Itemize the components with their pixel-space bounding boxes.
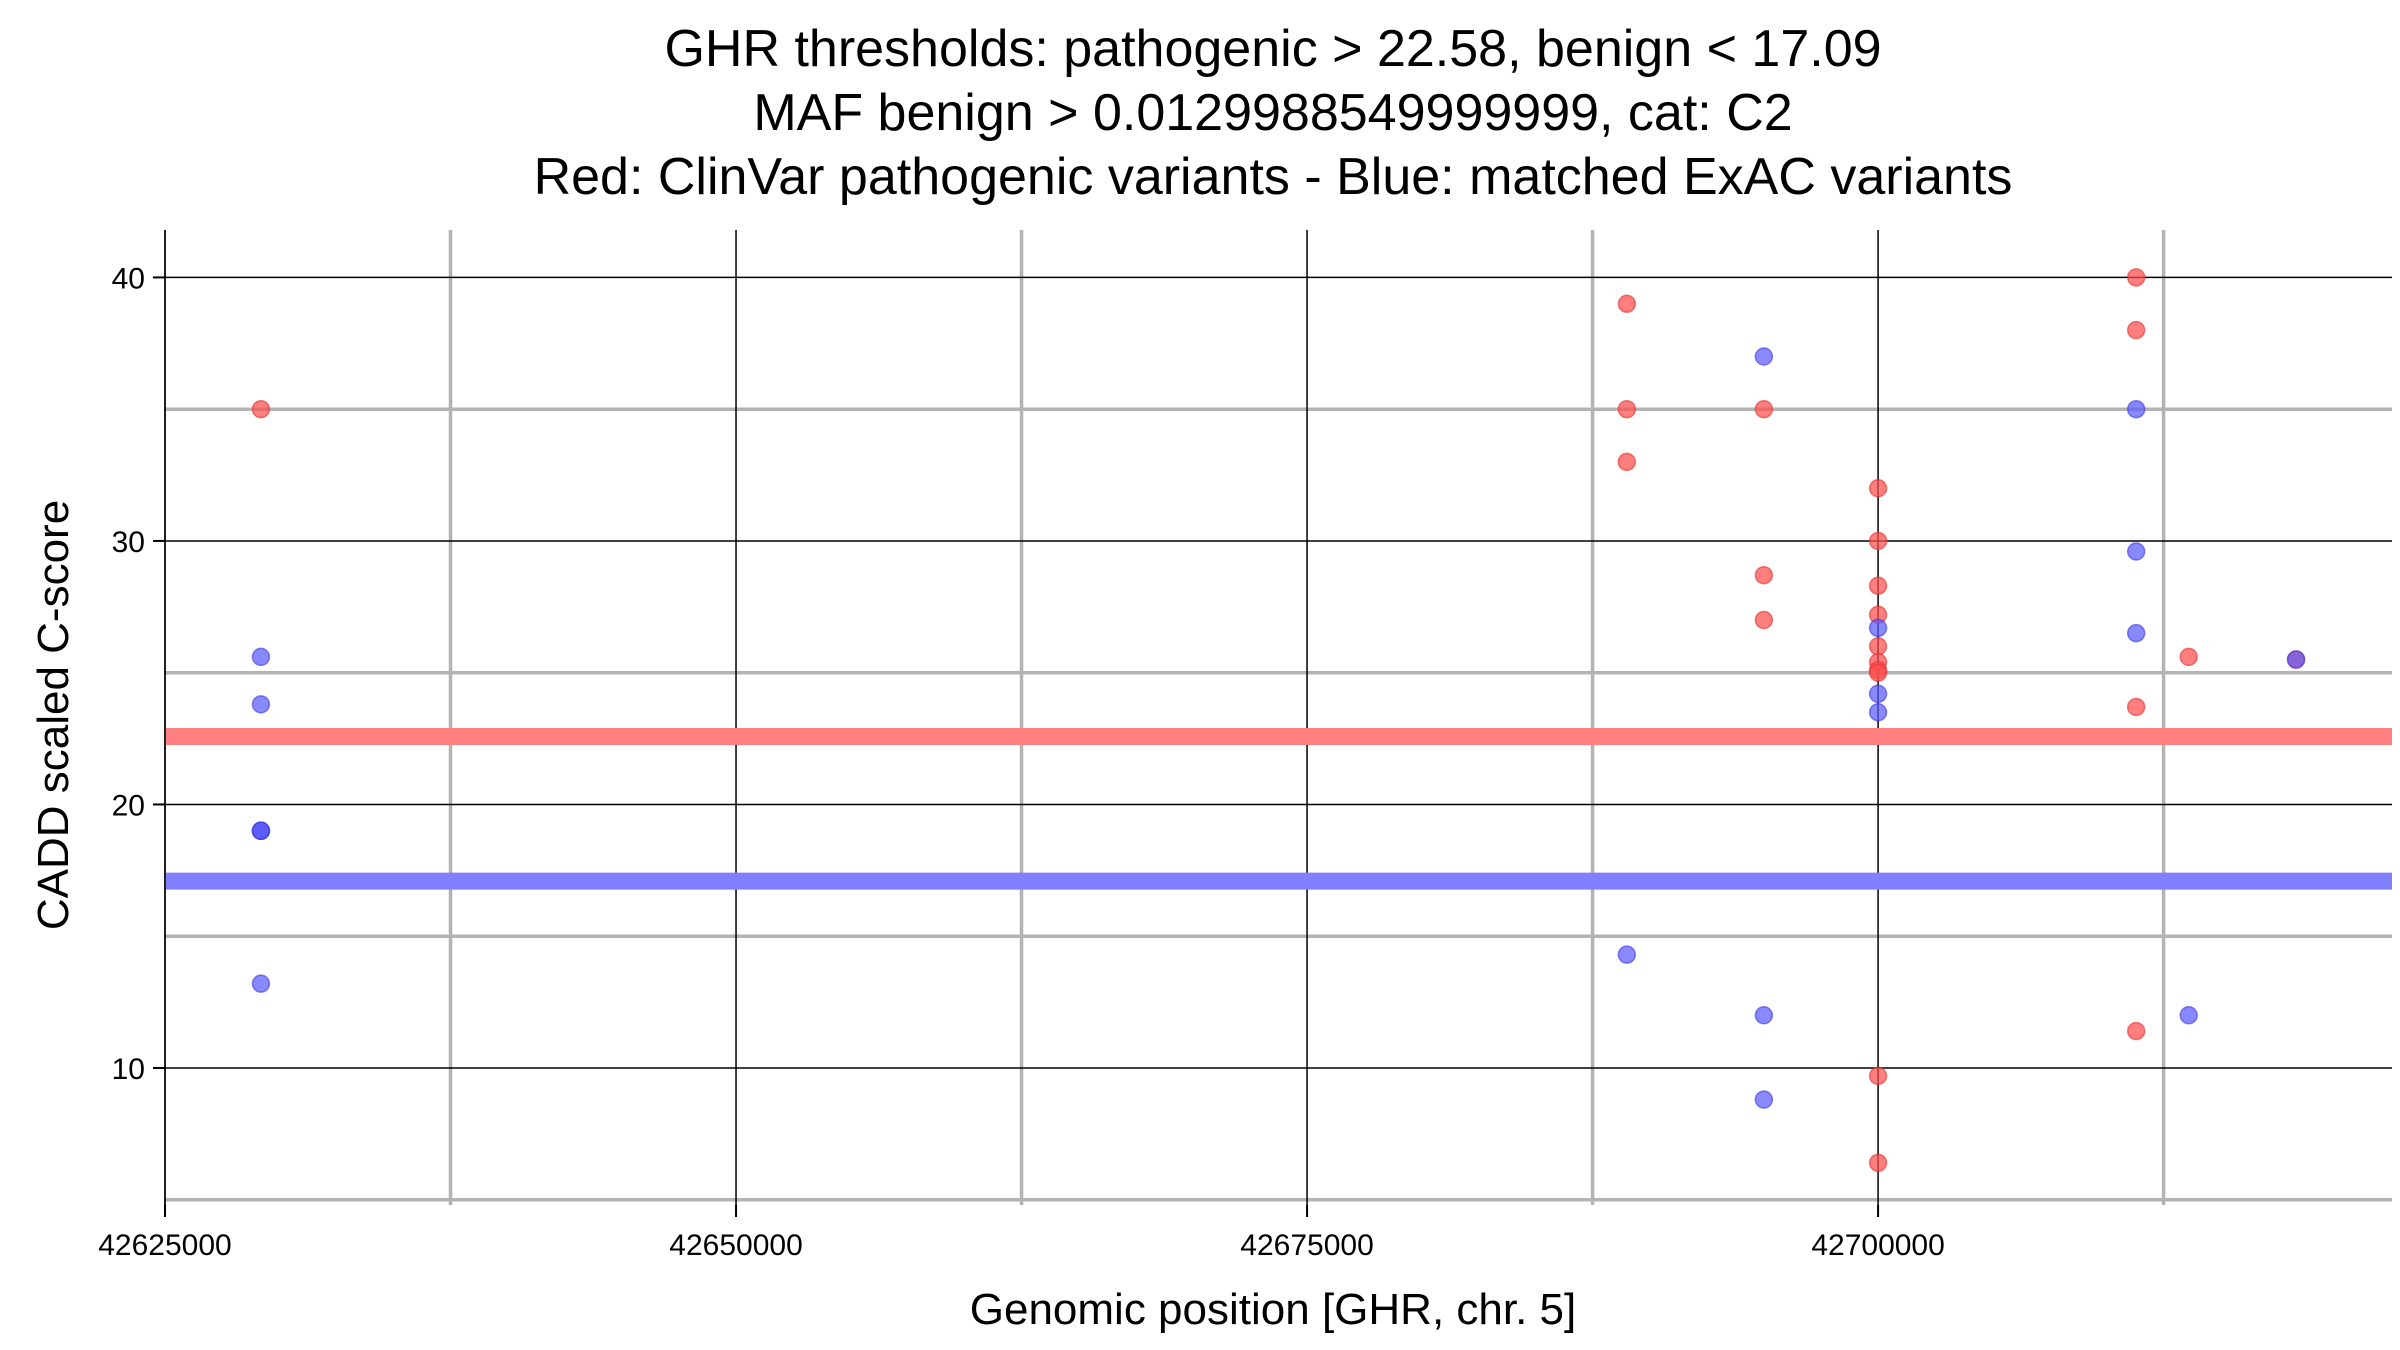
clinvar-point <box>1868 663 1888 682</box>
x-tick-label: 42675000 <box>1240 1229 1373 1262</box>
exac-point <box>1868 618 1888 638</box>
y-axis-title: CADD scaled C-score <box>29 500 78 930</box>
exac-point <box>251 821 271 841</box>
exac-point <box>1754 1006 1774 1025</box>
clinvar-point <box>1868 576 1888 595</box>
clinvar-point <box>1868 531 1888 551</box>
clinvar-point <box>251 399 271 419</box>
clinvar-point <box>1868 1153 1888 1173</box>
clinvar-point <box>2179 647 2198 667</box>
exac-point <box>1617 945 1637 964</box>
y-tick-label: 40 <box>112 262 145 295</box>
clinvar-point <box>2126 697 2146 717</box>
title-line-3: Red: ClinVar pathogenic variants - Blue:… <box>534 148 2013 206</box>
clinvar-point <box>1868 637 1888 656</box>
title-line-1: GHR thresholds: pathogenic > 22.58, beni… <box>664 20 1881 78</box>
exac-point <box>2179 1006 2198 1025</box>
clinvar-point <box>2126 320 2146 340</box>
exac-point <box>2126 542 2146 561</box>
major-gridlines <box>164 230 2392 1205</box>
x-tick-label: 42650000 <box>669 1229 802 1262</box>
exac-point <box>251 695 271 714</box>
tick-labels: 10 20 30 40 42625000 42650000 42675000 42700000 <box>98 262 1945 1262</box>
x-axis-title: Genomic position [GHR, chr. 5] <box>970 1285 1576 1334</box>
threshold-lines <box>165 727 2392 890</box>
clinvar-point <box>1868 1066 1888 1086</box>
title-line-2: MAF benign > 0.0129988549999999, cat: C2 <box>753 84 1792 142</box>
exac-point <box>2126 399 2146 419</box>
clinvar-point <box>2126 1021 2146 1041</box>
clinvar-point <box>1868 478 1888 498</box>
y-tick-label: 10 <box>112 1053 145 1086</box>
x-tick-label: 42700000 <box>1811 1229 1944 1262</box>
exac-point <box>251 647 271 667</box>
y-tick-label: 20 <box>112 789 145 822</box>
exac-point <box>1868 702 1888 722</box>
clinvar-point <box>1617 399 1637 419</box>
exac-point <box>1754 1090 1774 1109</box>
exac-point <box>1754 347 1774 366</box>
clinvar-point <box>2126 268 2146 287</box>
exac-point <box>251 974 271 993</box>
clinvar-point <box>1754 399 1774 419</box>
exac-point <box>1868 684 1888 704</box>
y-tick-label: 30 <box>112 526 145 559</box>
clinvar-point <box>1617 294 1637 314</box>
exac-point <box>2126 623 2146 643</box>
minor-gridlines <box>165 230 2392 1205</box>
exac-point <box>2286 650 2306 669</box>
x-tick-label: 42625000 <box>98 1229 231 1262</box>
chart-title: GHR thresholds: pathogenic > 22.58, beni… <box>534 20 2013 206</box>
clinvar-point <box>1617 452 1637 472</box>
data-points <box>251 268 2306 1173</box>
clinvar-point <box>1754 610 1774 630</box>
axes <box>153 230 1880 1217</box>
clinvar-point <box>1754 565 1774 585</box>
